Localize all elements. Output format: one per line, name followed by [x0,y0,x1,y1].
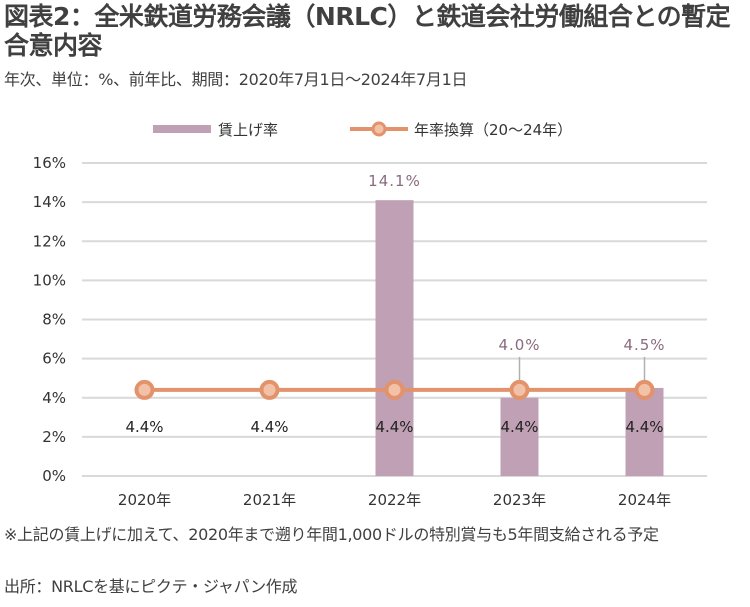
x-tick-label: 2022年 [368,491,421,509]
footnote: ※上記の賃上げに加えて、2020年まで遡り年間1,000ドルの特別賞与も5年間支… [4,525,659,544]
legend-line-label: 年率換算（20～24年） [414,121,572,139]
chart-subtitle: 年次、単位：%、前年比、期間：2020年7月1日～2024年7月1日 [4,70,468,89]
line-marker [509,379,530,400]
y-tick-label: 10% [33,271,66,289]
bar-value-label: 4.0% [498,336,540,354]
line-marker [259,379,280,400]
bar-value-label: 4.5% [623,336,665,354]
y-tick-label: 16% [33,154,66,172]
y-tick-label: 12% [33,232,66,250]
y-tick-label: 8% [42,311,66,329]
y-tick-label: 0% [42,467,66,485]
bar [625,387,664,476]
bars [375,200,664,476]
x-tick-label: 2024年 [618,491,671,509]
x-tick-label: 2021年 [243,491,296,509]
bar-labels: 14.1% 4.0% 4.5% [368,172,665,354]
source-note: 出所：NRLCを基にピクテ・ジャパン作成 [4,577,298,596]
bar-value-label: 14.1% [368,172,421,190]
line-value-label: 4.4% [500,418,538,436]
y-tick-label: 6% [42,350,66,368]
bar [500,397,539,476]
y-tick-label: 14% [33,193,66,211]
x-tick-label: 2023年 [493,491,546,509]
chart-title: 図表2：全米鉄道労務会議（NRLC）と鉄道会社労働組合との暫定合意内容 [4,2,731,60]
legend-bar-swatch [153,125,211,133]
line-marker [634,379,655,400]
y-tick-label: 4% [42,389,66,407]
line-value-label: 4.4% [125,418,163,436]
line-series [134,379,655,400]
line-labels: 4.4% 4.4% 4.4% 4.4% 4.4% [125,418,663,436]
chart: 賃上げ率 年率換算（20～24年） 0% 2% 4% 6% 8% 10% 12% 14% 16%… [33,121,707,509]
line-marker [384,379,405,400]
bar [375,200,414,476]
x-axis-ticks: 2020年 2021年 2022年 2023年 2024年 [118,491,671,509]
y-tick-label: 2% [42,428,66,446]
legend-line-marker [371,121,387,137]
line-value-label: 4.4% [250,418,288,436]
y-axis-ticks: 0% 2% 4% 6% 8% 10% 12% 14% 16% [33,154,66,485]
line-marker [134,379,155,400]
line-value-label: 4.4% [625,418,663,436]
line-value-label: 4.4% [375,418,413,436]
legend: 賃上げ率 年率換算（20～24年） [153,121,572,139]
x-tick-label: 2020年 [118,491,171,509]
legend-bar-label: 賃上げ率 [218,121,278,139]
leader-lines [518,356,646,386]
